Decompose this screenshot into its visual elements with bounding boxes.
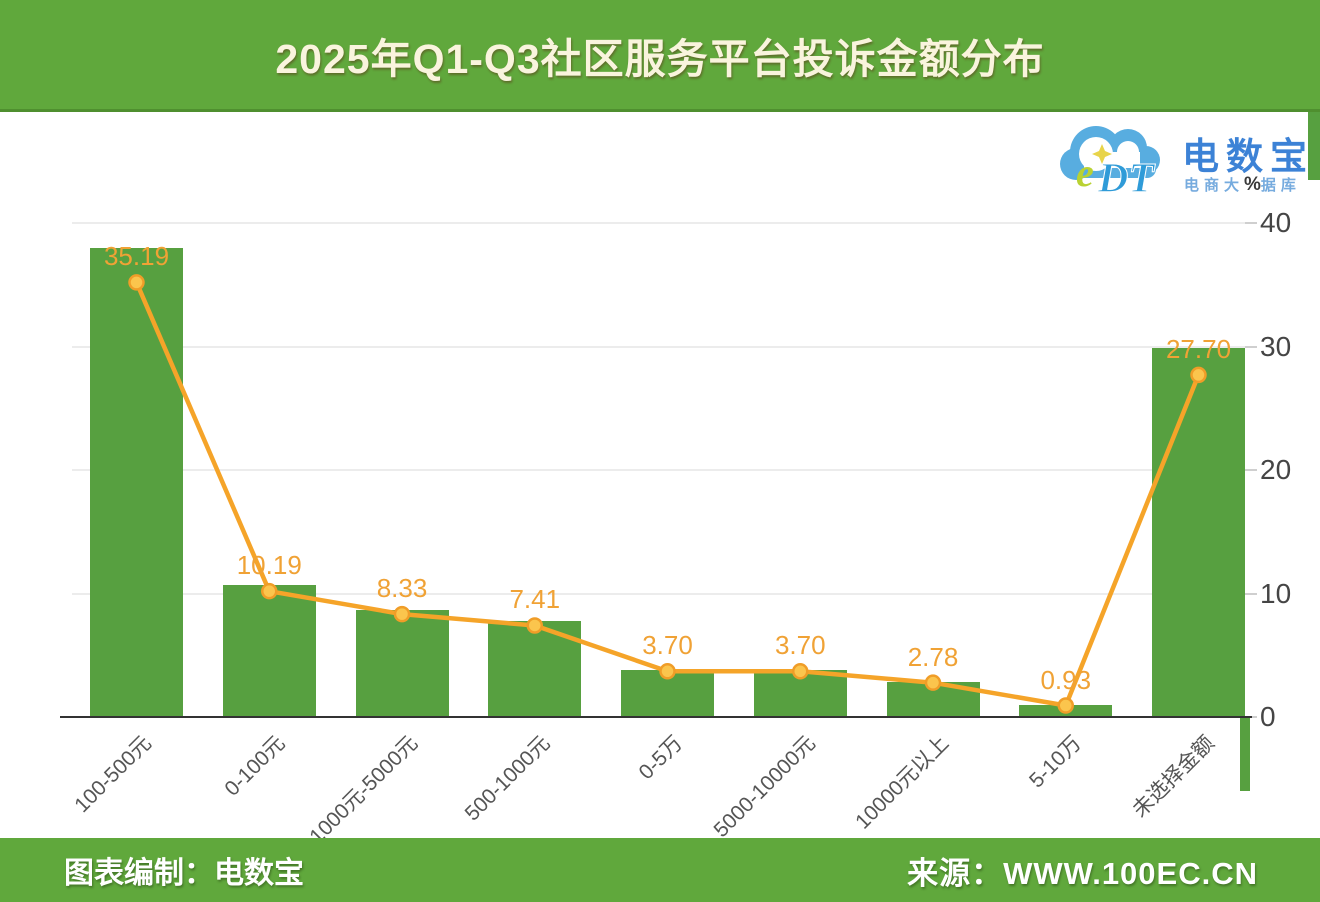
y-tick-label-40: 40 <box>1260 207 1292 238</box>
y-tick-30 <box>1245 345 1257 348</box>
value-label-0-5万: 3.70 <box>642 630 693 661</box>
y-tick-label-20: 20 <box>1260 454 1292 485</box>
x-axis-line <box>60 716 1252 718</box>
data-point-1000元-5000元 <box>393 605 411 623</box>
value-label-未选择金额: 27.70 <box>1165 333 1232 364</box>
gridline-10 <box>72 592 1245 595</box>
tagline-percent-icon: % <box>1244 174 1261 195</box>
gridline-30 <box>72 345 1245 348</box>
footer-banner <box>0 838 1320 902</box>
y-tick-40 <box>1245 222 1257 224</box>
right-edge-sliver <box>1308 112 1320 180</box>
data-point-5-10万 <box>1057 697 1074 714</box>
value-label-10000元以上: 2.78 <box>907 641 959 672</box>
gridline-20 <box>72 469 1245 471</box>
tagline-prefix: 电商大 <box>1184 177 1245 194</box>
data-point-100-500元 <box>128 274 145 291</box>
y-tick-label-30: 30 <box>1260 330 1292 362</box>
brand-tagline: 电商大%据库 <box>1184 174 1301 196</box>
bar-1000元-5000元 <box>355 609 449 717</box>
footer-source: 来源：WWW.100EC.CN <box>907 855 1258 891</box>
y-tick-label-10: 10 <box>1260 577 1292 609</box>
svg-text:e: e <box>1076 150 1094 195</box>
value-label-0-100元: 10.19 <box>236 550 302 581</box>
y-tick-20 <box>1245 469 1257 471</box>
data-point-5000-10000元 <box>792 663 809 680</box>
value-label-5000-10000元: 3.70 <box>774 630 826 661</box>
header-banner <box>0 0 1320 112</box>
brand-name: 电数宝 <box>1182 136 1314 177</box>
value-label-100-500元: 35.19 <box>103 241 170 272</box>
bar-100-500元 <box>90 247 183 717</box>
y-tick-label-0: 0 <box>1260 701 1276 732</box>
data-point-10000元以上 <box>924 674 942 691</box>
bar-未选择金额 <box>1152 347 1245 717</box>
value-label-500-1000元: 7.41 <box>509 584 561 615</box>
data-point-未选择金额 <box>1190 366 1207 384</box>
chart-title: 2025年Q1-Q3社区服务平台投诉金额分布 <box>275 35 1045 82</box>
data-point-0-100元 <box>261 582 278 600</box>
svg-text:DT: DT <box>1097 156 1156 202</box>
axis-edge-sliver <box>1240 717 1250 791</box>
data-point-500-1000元 <box>526 617 543 634</box>
footer-credit: 图表编制：电数宝 <box>64 857 304 890</box>
bar-0-100元 <box>222 584 316 717</box>
gridline-40 <box>72 222 1245 224</box>
value-label-1000元-5000元: 8.33 <box>376 573 428 604</box>
tagline-suffix: 据库 <box>1260 177 1301 194</box>
cloud-logo-icon: e DT <box>1060 126 1160 203</box>
y-tick-10 <box>1245 592 1257 595</box>
brand-logo: e DT 电数宝 电商大%据库 <box>1050 112 1318 208</box>
value-label-5-10万: 0.93 <box>1040 664 1092 695</box>
data-point-0-5万 <box>659 663 676 680</box>
